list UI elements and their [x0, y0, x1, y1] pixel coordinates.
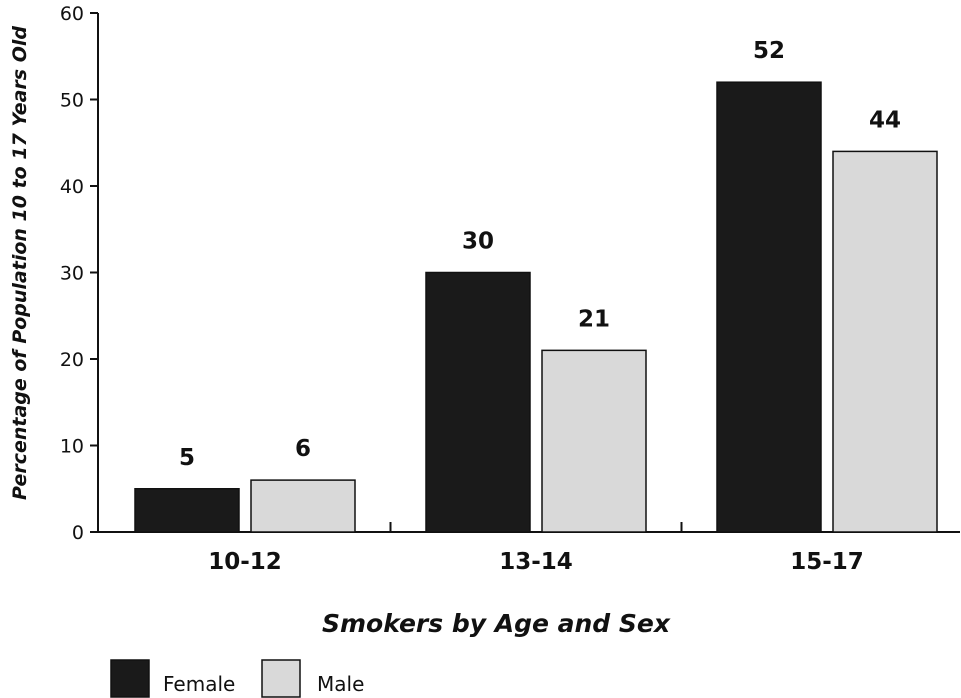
- data-label: 30: [462, 229, 494, 255]
- y-tick-label: 10: [60, 436, 84, 458]
- y-tick-label: 60: [60, 3, 84, 25]
- bars: [134, 81, 938, 533]
- bar-female-13-14: [425, 271, 531, 533]
- data-label: 44: [869, 107, 901, 133]
- bar-male-13-14: [541, 349, 647, 533]
- data-label: 21: [578, 306, 610, 332]
- data-label: 6: [295, 436, 311, 462]
- legend-swatch-male: [261, 659, 301, 698]
- y-tick-label: 20: [60, 349, 84, 371]
- y-tick-label: 50: [60, 90, 84, 112]
- legend-swatch-female: [110, 659, 150, 698]
- bar-female-10-12: [134, 488, 240, 533]
- y-tick-label: 40: [60, 176, 84, 198]
- y-tick-label: 30: [60, 263, 84, 285]
- bar-male-15-17: [832, 150, 938, 533]
- bar-female-15-17: [716, 81, 822, 533]
- data-labels: 5 6 30 21 52 44: [179, 38, 901, 471]
- bar-male-10-12: [250, 479, 356, 533]
- axes: 0 10 20 30 40 50 60 10-12 13-14 15-17: [60, 3, 960, 575]
- x-tick-label: 15-17: [790, 549, 864, 575]
- data-label: 52: [753, 38, 785, 64]
- legend-label-male: Male: [317, 672, 364, 696]
- legend-label-female: Female: [163, 672, 235, 696]
- x-tick-label: 13-14: [499, 549, 573, 575]
- legend: Female Male: [110, 659, 364, 698]
- y-tick-label: 0: [72, 522, 84, 544]
- x-tick-label: 10-12: [208, 549, 282, 575]
- y-axis-title: Percentage of Population 10 to 17 Years …: [9, 26, 31, 500]
- data-label: 5: [179, 445, 195, 471]
- x-axis-title: Smokers by Age and Sex: [322, 609, 671, 638]
